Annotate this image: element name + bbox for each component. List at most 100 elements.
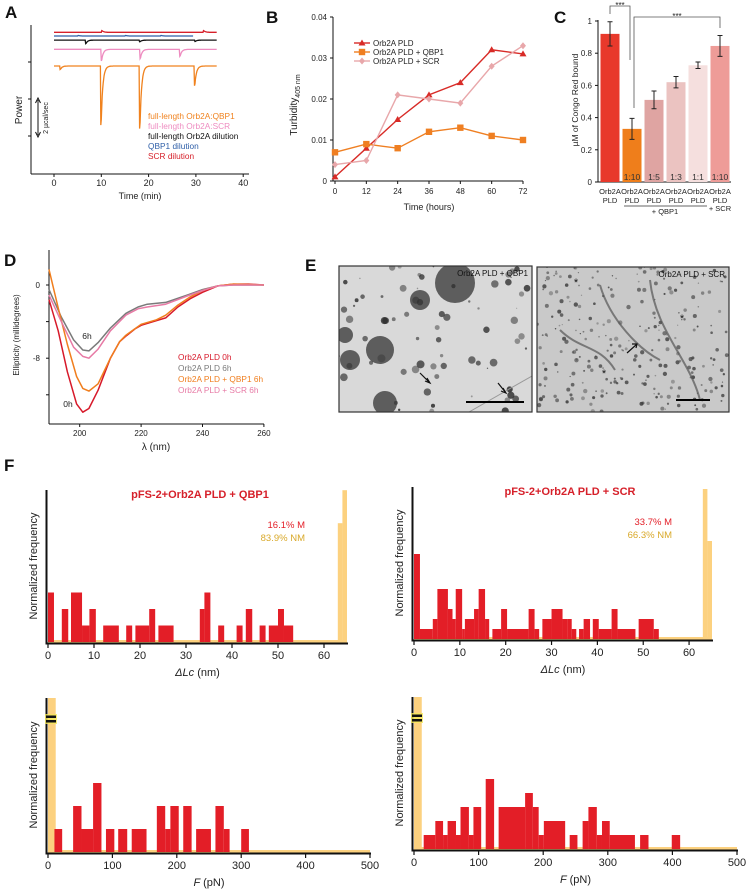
- e-particle: [581, 396, 585, 401]
- e-particle: [610, 293, 615, 298]
- b-y-axis-label: Turbidity405 nm: [289, 74, 302, 136]
- e-particle: [468, 356, 476, 364]
- e-particle: [518, 291, 525, 297]
- f1-bar-m: [103, 625, 119, 642]
- e-particle: [566, 295, 570, 299]
- e-particle: [609, 338, 613, 341]
- e-particle: [593, 302, 596, 306]
- e-particle: [609, 381, 613, 384]
- e-particle: [567, 319, 570, 322]
- e-particle: [584, 337, 587, 341]
- c-bar: [600, 33, 620, 182]
- f2-bar-m: [583, 619, 591, 639]
- f1-bar-m: [61, 609, 69, 642]
- e-particle: [701, 403, 707, 408]
- f3-bar-m: [165, 829, 171, 852]
- f2-x-tick-label: 0: [411, 647, 417, 659]
- e-particle: [546, 271, 550, 275]
- e-particle: [660, 406, 665, 411]
- f2-bar-m: [447, 609, 453, 639]
- c-bar-ratio-label: 1:5: [648, 172, 660, 182]
- f3-bar-m: [241, 829, 249, 852]
- f4-bar-m: [460, 807, 469, 849]
- f1-bar-m: [268, 625, 278, 642]
- f3-bar-m: [196, 829, 211, 852]
- c-group-label-qbp1: + QBP1: [652, 207, 678, 216]
- c-category-label: Orb2A: [643, 187, 665, 196]
- e-particle: [700, 291, 705, 295]
- e-particle: [657, 392, 660, 395]
- e-particle: [653, 324, 657, 329]
- e-particle: [557, 371, 559, 373]
- e-particle: [676, 403, 681, 408]
- f3-x-tick-label: 0: [45, 860, 51, 872]
- e-particle: [572, 350, 577, 354]
- b-x-tick-label: 72: [519, 187, 528, 196]
- e-particle: [548, 291, 554, 296]
- e-particle: [505, 278, 512, 286]
- e-particle: [541, 334, 544, 337]
- c-error-bar: [673, 76, 679, 89]
- f4-x-tick-label: 100: [469, 857, 487, 869]
- panel-label-e: E: [305, 256, 317, 275]
- e-particle: [722, 373, 726, 376]
- f2-bar-m: [474, 609, 479, 639]
- f2-x-tick-label: 40: [591, 647, 603, 659]
- e-particle: [359, 277, 361, 280]
- e-particle: [574, 358, 579, 363]
- e-particle: [640, 350, 645, 355]
- c-category-label: PLD: [625, 196, 640, 205]
- e-particle: [579, 333, 582, 335]
- b-data-point: [519, 50, 527, 57]
- e-particle: [404, 311, 410, 317]
- e-fibril: [559, 279, 701, 401]
- b-data-point: [394, 116, 402, 122]
- e-particle: [343, 279, 348, 285]
- e-particle: [578, 318, 581, 321]
- e-image-background: [339, 266, 532, 412]
- b-legend-marker: [358, 39, 366, 46]
- e-particle: [577, 272, 580, 274]
- e-particle: [578, 355, 581, 358]
- b-data-point: [488, 62, 495, 70]
- e-particle: [434, 374, 440, 380]
- a-trace-3: [54, 34, 194, 37]
- e-particle: [538, 396, 544, 401]
- e-particle: [655, 395, 658, 399]
- e-particle: [675, 360, 680, 365]
- e-particle: [638, 364, 642, 368]
- e-particle: [538, 346, 542, 350]
- b-x-axis-label: Time (hours): [404, 202, 455, 212]
- b-legend-entry: Orb2A PLD + QBP1: [373, 48, 444, 57]
- e-particle: [591, 276, 594, 279]
- e-particle: [590, 368, 594, 372]
- f3-x-label-unit: (pN): [203, 877, 224, 889]
- e-particle: [676, 394, 680, 398]
- f2-x-label-symbol: ΔLc: [540, 664, 563, 676]
- f1-annotation-m: 16.1% M: [268, 520, 306, 531]
- e-particle: [712, 358, 716, 361]
- e-aggregate: [410, 290, 430, 310]
- e-particle: [554, 272, 558, 275]
- e-particle: [553, 274, 555, 277]
- d-x-tick-label: 220: [134, 429, 148, 438]
- f2-x-label-unit: (nm): [563, 664, 586, 676]
- a-x-tick-label: 30: [191, 178, 201, 188]
- e-particle: [542, 362, 545, 365]
- e-particle: [594, 355, 598, 360]
- e-particle: [423, 388, 432, 396]
- e-particle: [691, 295, 696, 300]
- e-asterisk-icon: *: [602, 368, 607, 380]
- e-particle: [670, 379, 675, 384]
- e-particle: [415, 336, 420, 341]
- e-particle: [674, 336, 677, 340]
- e-particle: [555, 270, 557, 273]
- e-particle: [691, 356, 695, 360]
- f4-axis-break-icon: [412, 719, 422, 722]
- b-data-point: [363, 140, 370, 148]
- e-particle: [397, 266, 402, 269]
- e-particle: [663, 363, 668, 368]
- b-data-point: [425, 91, 433, 98]
- e-particle: [416, 360, 425, 369]
